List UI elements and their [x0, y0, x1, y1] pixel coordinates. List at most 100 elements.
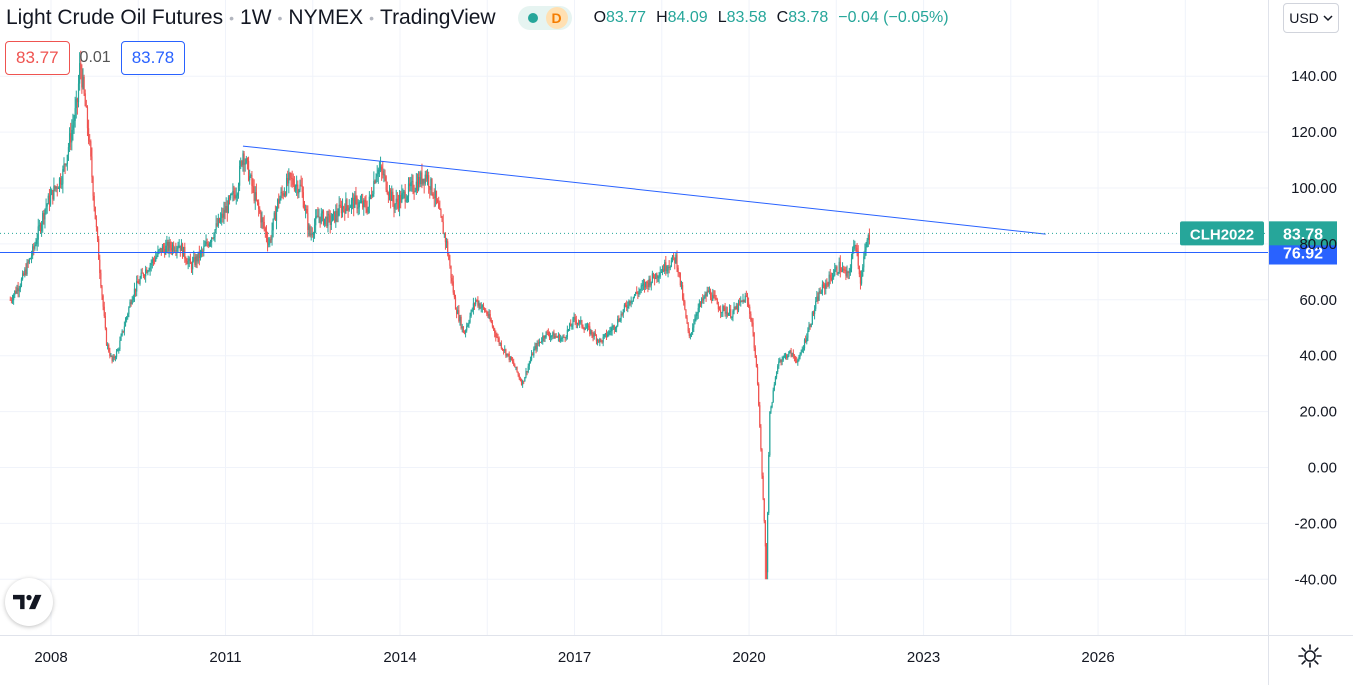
candle-body	[20, 279, 23, 287]
candle-body	[440, 209, 442, 217]
candle-body	[410, 182, 412, 187]
candle-body	[601, 340, 603, 343]
symbol-title[interactable]: Light Crude Oil Futures	[6, 6, 224, 29]
candle-body	[443, 233, 445, 235]
candle-body	[761, 449, 763, 476]
x-tick-label: 2020	[732, 649, 765, 666]
candle-body	[120, 335, 122, 341]
candle-body	[280, 191, 282, 199]
candle-body	[346, 199, 348, 206]
candle-body	[503, 349, 505, 351]
candle-body	[183, 246, 185, 257]
currency-dropdown[interactable]: USD	[1283, 3, 1339, 33]
candle-body	[289, 173, 291, 175]
candle-body	[159, 248, 161, 250]
candle-body	[464, 330, 467, 334]
candle-body	[132, 296, 134, 300]
x-tick-label: 2017	[558, 649, 591, 666]
candle-body	[815, 301, 817, 309]
candle-body	[575, 320, 577, 324]
candle-body	[679, 272, 681, 286]
candle-body	[527, 366, 529, 372]
candle-body	[544, 337, 546, 339]
candle-body	[475, 299, 477, 305]
candle-body	[300, 184, 302, 186]
candle-body	[850, 258, 853, 269]
candle-body	[713, 294, 715, 296]
candle-body	[84, 93, 86, 107]
candle-body	[378, 169, 381, 171]
candle-body	[750, 313, 752, 321]
candle-body	[807, 330, 809, 338]
market-status-pill[interactable]: D	[517, 6, 572, 30]
candle-body	[522, 380, 524, 385]
candle-body	[350, 200, 353, 207]
candle-body	[437, 199, 439, 203]
candle-body	[294, 186, 297, 190]
drawings[interactable]: 76.92 CLH2022 83.78	[0, 145, 1337, 265]
candle-body	[648, 278, 650, 287]
candle-body	[506, 353, 508, 356]
candle-body	[34, 245, 36, 249]
sell-button[interactable]: 83.77	[5, 41, 70, 75]
candle-body	[35, 243, 37, 246]
candle-body	[306, 208, 308, 214]
candle-body	[499, 343, 501, 345]
candle-body	[298, 190, 300, 194]
candle-body	[488, 313, 490, 317]
candle-body	[282, 193, 284, 196]
candle-body	[574, 317, 576, 321]
candle-body	[42, 213, 44, 225]
candle-body	[395, 198, 397, 205]
candle-body	[620, 313, 622, 321]
candle-body	[269, 239, 271, 244]
candle-body	[48, 195, 51, 205]
candle-body	[491, 322, 494, 327]
candle-body	[615, 325, 618, 329]
candle-body	[367, 206, 369, 213]
candle-body	[592, 334, 594, 337]
tradingview-logo-icon[interactable]	[5, 578, 53, 626]
candle-body	[701, 298, 703, 305]
candle-body	[424, 174, 426, 184]
candle-body	[496, 337, 498, 339]
candle-body	[803, 339, 806, 349]
candle-body	[417, 177, 420, 191]
candle-body	[149, 265, 151, 270]
candle-body	[311, 233, 313, 235]
candle-body	[285, 177, 288, 195]
chevron-down-icon	[1323, 15, 1333, 22]
candle-body	[829, 274, 831, 278]
candle-body	[261, 218, 263, 223]
candle-body	[594, 333, 596, 336]
candle-body	[722, 305, 724, 313]
candle-body	[595, 335, 598, 342]
candle-body	[636, 292, 638, 294]
candle-body	[164, 248, 166, 255]
candle-body	[158, 249, 160, 251]
candle-body	[358, 202, 360, 208]
candle-body	[816, 296, 818, 302]
candle-body	[666, 270, 668, 272]
candle-body	[571, 325, 573, 327]
candle-body	[580, 320, 582, 322]
candle-body	[462, 326, 464, 333]
candle-body	[168, 242, 170, 251]
interval-label[interactable]: 1W	[240, 6, 272, 29]
candle-body	[651, 273, 653, 282]
candle-body	[28, 258, 30, 263]
candle-body	[787, 355, 789, 358]
candle-body	[714, 295, 716, 298]
buy-button[interactable]: 83.78	[120, 41, 186, 75]
candle-body	[222, 213, 224, 218]
candle-body	[385, 176, 387, 191]
candle-body	[565, 336, 567, 339]
candle-body	[142, 273, 145, 276]
candle-body	[252, 185, 254, 187]
gear-icon[interactable]	[1297, 643, 1323, 669]
candle-body	[457, 310, 459, 314]
candle-body	[49, 194, 52, 205]
candle-body	[684, 301, 686, 310]
candle-body	[716, 299, 718, 305]
